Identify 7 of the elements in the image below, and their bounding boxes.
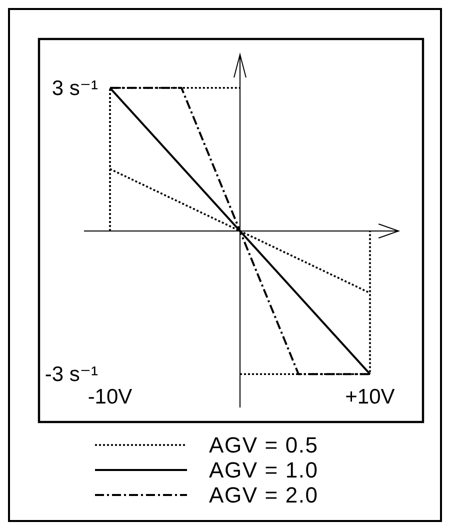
legend-label: AGV = 0.5 [209, 432, 318, 458]
legend-label: AGV = 1.0 [209, 458, 318, 482]
x-tick-label: +10V [345, 386, 395, 408]
legend-label: AGV = 2.0 [209, 482, 318, 508]
x-tick-label: -10V [88, 386, 132, 408]
y-tick-label: 3 s⁻¹ [52, 76, 98, 100]
y-tick-label: -3 s⁻¹ [44, 363, 98, 386]
